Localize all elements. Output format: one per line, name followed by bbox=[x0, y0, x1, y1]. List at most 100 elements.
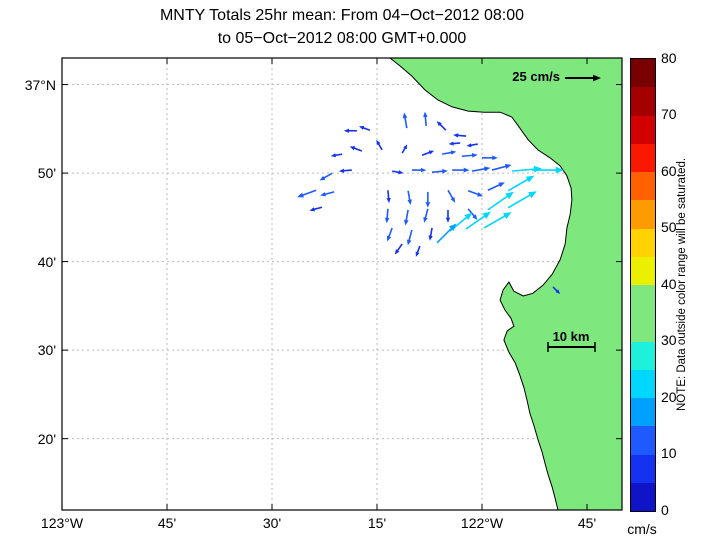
vector-shaft bbox=[511, 168, 539, 172]
vector-head bbox=[504, 163, 512, 169]
scale-bar-label: 10 km bbox=[552, 329, 590, 344]
vector-head bbox=[492, 155, 498, 161]
vector-shaft bbox=[487, 193, 512, 211]
vector-head bbox=[319, 175, 326, 181]
vector-head bbox=[528, 191, 537, 199]
chart-title-line2: to 05−Oct−2012 08:00 GMT+0.000 bbox=[217, 30, 467, 47]
colorbar-tick-30: 30 bbox=[661, 332, 677, 348]
y-tick-label-37n: 37°N bbox=[24, 77, 56, 93]
colorbar-units-label: cm/s bbox=[627, 521, 657, 537]
x-tick-label-45a: 45' bbox=[157, 515, 177, 531]
vector-head bbox=[453, 133, 459, 138]
y-tick-label-20: 20' bbox=[37, 431, 56, 447]
colorbar-band bbox=[631, 256, 655, 285]
vector-head bbox=[423, 217, 428, 223]
vector-head bbox=[505, 191, 514, 200]
x-tick-label-30: 30' bbox=[262, 515, 282, 531]
vector-head bbox=[477, 192, 484, 197]
vector-head bbox=[415, 251, 420, 257]
colorbar-tick-70: 70 bbox=[661, 106, 677, 122]
colorbar-band bbox=[631, 285, 655, 342]
vector-head bbox=[466, 143, 472, 148]
vector-shaft bbox=[507, 176, 532, 192]
vector-head bbox=[471, 153, 478, 158]
vector-head bbox=[463, 167, 470, 173]
vector-head bbox=[436, 121, 442, 127]
vector-head bbox=[442, 168, 448, 174]
colorbar-band bbox=[631, 341, 655, 370]
axes-frame bbox=[61, 57, 623, 511]
colorbar-band bbox=[631, 398, 655, 427]
vector-head bbox=[450, 197, 456, 203]
colorbar-band bbox=[631, 200, 655, 229]
vector-head bbox=[482, 211, 491, 219]
vector-head bbox=[398, 170, 404, 175]
vector-head bbox=[309, 207, 315, 212]
x-tick-label-123w: 123°W bbox=[40, 515, 84, 531]
colorbar-tick-20: 20 bbox=[661, 389, 677, 405]
reference-arrow-label: 25 cm/s bbox=[512, 69, 560, 84]
vector-head bbox=[525, 175, 535, 183]
y-tick-label-30: 30' bbox=[37, 342, 56, 358]
colorbar-tick-40: 40 bbox=[661, 276, 677, 292]
colorbar-band bbox=[631, 454, 655, 483]
vector-head bbox=[386, 235, 392, 242]
vector-head bbox=[404, 219, 409, 226]
colorbar-band bbox=[631, 143, 655, 172]
vector-head bbox=[394, 249, 400, 255]
vector-head bbox=[448, 141, 454, 146]
vector-head bbox=[330, 153, 336, 158]
vector-head bbox=[349, 146, 356, 151]
vector-head bbox=[406, 239, 412, 246]
colorbar-band bbox=[631, 172, 655, 201]
vector-head bbox=[593, 74, 601, 82]
colorbar bbox=[630, 58, 656, 512]
vector-head bbox=[450, 150, 457, 155]
x-tick-label-122w: 122°W bbox=[460, 515, 504, 531]
colorbar-band bbox=[631, 87, 655, 116]
vector-head bbox=[420, 167, 427, 173]
annotations bbox=[547, 74, 601, 352]
vector-shaft bbox=[436, 225, 455, 244]
vector-head bbox=[472, 214, 478, 220]
vector-head bbox=[338, 168, 345, 173]
land-polygon bbox=[389, 58, 622, 510]
colorbar-tick-60: 60 bbox=[661, 163, 677, 179]
vector-head bbox=[428, 235, 433, 241]
vector-shaft bbox=[507, 192, 534, 209]
x-tick-label-45b: 45' bbox=[577, 515, 597, 531]
vector-head bbox=[464, 212, 473, 220]
colorbar-tick-50: 50 bbox=[661, 219, 677, 235]
vector-head bbox=[402, 112, 408, 119]
vector-head bbox=[425, 202, 431, 208]
vector-head bbox=[449, 223, 457, 231]
vector-head bbox=[403, 144, 408, 150]
vector-head bbox=[386, 197, 391, 204]
vector-head bbox=[376, 139, 381, 146]
vector-head bbox=[555, 289, 561, 295]
colorbar-tick-10: 10 bbox=[661, 445, 677, 461]
colorbar-band bbox=[631, 369, 655, 398]
colorbar-band bbox=[631, 482, 655, 511]
colorbar-tick-0: 0 bbox=[661, 502, 669, 518]
vector-head bbox=[423, 111, 428, 118]
vector-head bbox=[533, 165, 542, 173]
vector-head bbox=[555, 166, 564, 174]
current-vectors bbox=[297, 111, 564, 295]
vector-head bbox=[407, 199, 412, 205]
x-tick-label-15: 15' bbox=[367, 515, 387, 531]
vector-head bbox=[498, 182, 505, 188]
colorbar-note: NOTE: Data outside color range will be s… bbox=[676, 157, 688, 411]
colorbar-band bbox=[631, 228, 655, 257]
colorbar-band bbox=[631, 59, 655, 88]
vector-head bbox=[428, 150, 435, 155]
y-tick-label-50: 50' bbox=[37, 165, 56, 181]
colorbar-band bbox=[631, 115, 655, 144]
vector-head bbox=[384, 217, 390, 224]
vector-head bbox=[297, 192, 304, 198]
vector-head bbox=[343, 128, 349, 133]
colorbar-band bbox=[631, 426, 655, 455]
vector-shaft bbox=[483, 213, 509, 229]
